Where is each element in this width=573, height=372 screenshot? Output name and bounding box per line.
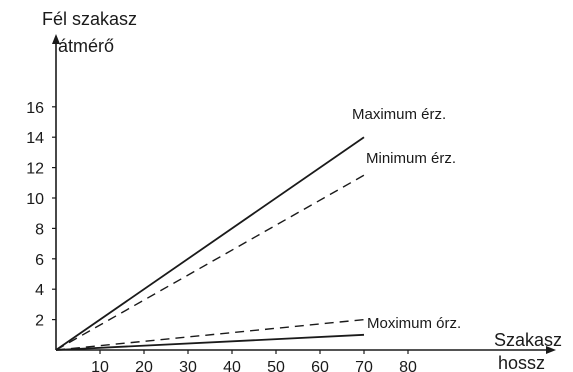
- y-tick-label: 4: [35, 282, 44, 299]
- x-tick-label: 70: [355, 359, 373, 372]
- y-tick-label: 16: [26, 100, 44, 117]
- x-axis-arrowhead: [546, 346, 556, 354]
- series-label-1: Maximum érz.: [352, 106, 446, 123]
- x-tick-label: 30: [179, 359, 197, 372]
- y-tick-label: 2: [35, 313, 44, 330]
- y-axis-title-line-1: Fél szakasz: [42, 9, 137, 29]
- series-line-1: [55, 136, 365, 351]
- series-layer: [55, 136, 365, 351]
- y-tick-label: 10: [26, 191, 44, 208]
- x-tick-label: 50: [267, 359, 285, 372]
- x-tick-label: 10: [91, 359, 109, 372]
- series-labels-layer: Maximum érz. Minimum érz. Moximum órz.: [352, 106, 461, 332]
- x-axis-title-line-2: hossz: [498, 353, 545, 372]
- series-label-2: Minimum érz.: [366, 150, 456, 167]
- y-axis-arrowhead: [52, 34, 60, 44]
- series-label-4: Moximum órz.: [367, 315, 461, 332]
- series-line-3: [55, 318, 365, 351]
- x-tick-label: 20: [135, 359, 153, 372]
- y-tick-label: 14: [26, 130, 44, 147]
- x-axis-title-line-1: Szakasz: [494, 330, 562, 350]
- x-tick-label: 40: [223, 359, 241, 372]
- ticks-layer: 2 4 6 8 10 12 14 16 10 20 30 40 50 60 70 80: [26, 100, 417, 372]
- x-tick-label: 80: [399, 359, 417, 372]
- y-axis-title-line-2: átmérő: [58, 36, 114, 56]
- series-line-4: [55, 333, 365, 351]
- y-tick-label: 12: [26, 161, 44, 178]
- y-tick-label: 8: [35, 221, 44, 238]
- x-tick-label: 60: [311, 359, 329, 372]
- y-tick-label: 6: [35, 252, 44, 269]
